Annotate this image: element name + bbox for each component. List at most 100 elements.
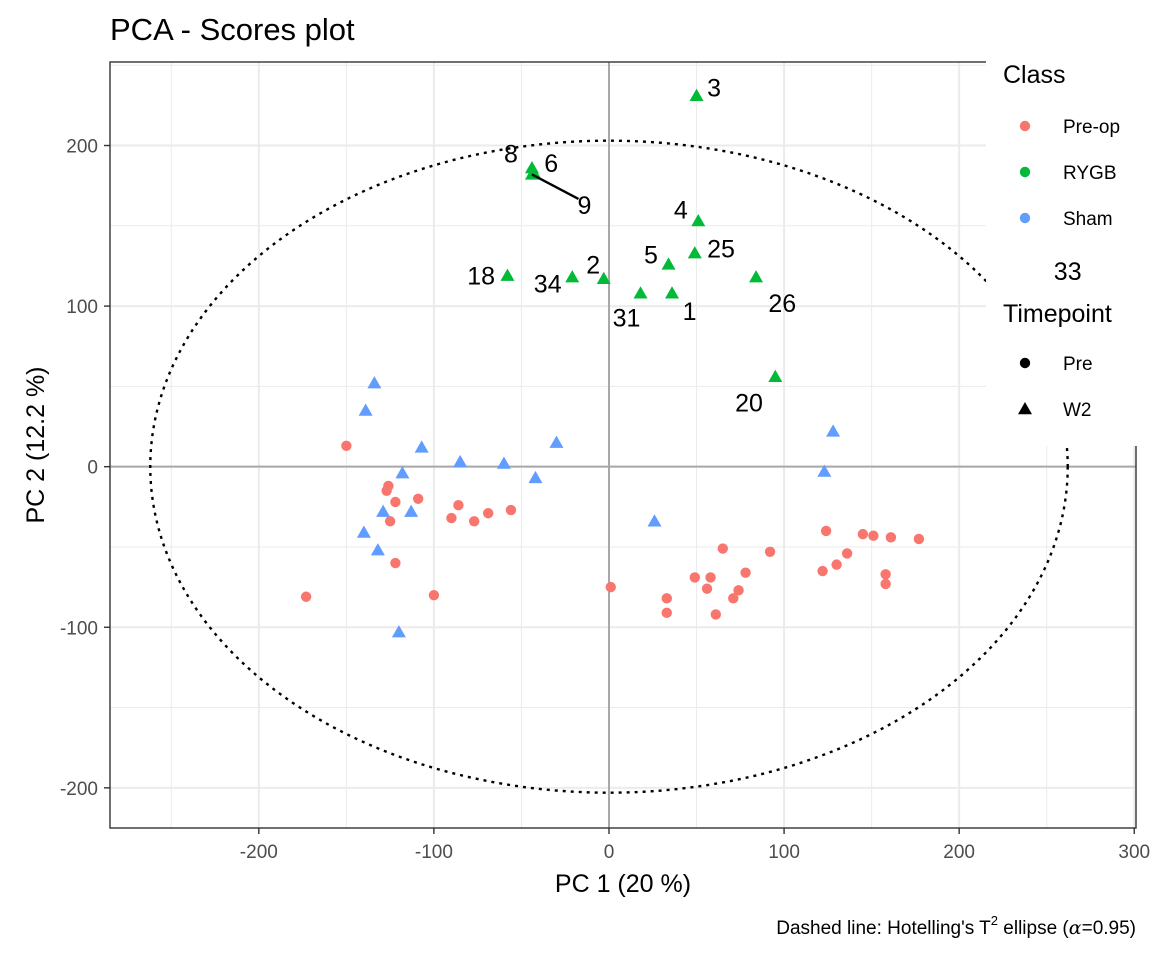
x-tick-label: -200 xyxy=(240,842,278,863)
plot-panel xyxy=(110,62,1136,828)
point-pre-op xyxy=(841,548,853,559)
y-tick-label: -200 xyxy=(60,779,98,800)
point-sham xyxy=(528,470,543,484)
legend-class-label: Pre-op xyxy=(1063,117,1120,138)
point-pre-op xyxy=(381,485,392,496)
point-pre-op xyxy=(505,504,517,516)
point-rygb xyxy=(565,270,580,283)
chart-caption: Dashed line: Hotelling's T2 ellipse (α=0… xyxy=(776,913,1136,939)
point-pre-op xyxy=(880,578,891,590)
legend-background xyxy=(986,56,1152,446)
legend-key-sham xyxy=(1019,212,1031,224)
caption-suffix: =0.95) xyxy=(1082,918,1136,939)
point-sham xyxy=(404,504,419,517)
y-tick-label: -100 xyxy=(60,618,98,639)
x-tick-label: 200 xyxy=(943,842,975,863)
y-tick-label: 0 xyxy=(87,458,98,479)
point-sham xyxy=(817,464,832,477)
legend-class-entries: Pre-op RYGB Sham xyxy=(1019,117,1120,230)
point-pre-op xyxy=(412,493,424,504)
x-tick-label: -100 xyxy=(415,842,453,863)
point-pre-op xyxy=(390,496,401,508)
point-sham xyxy=(395,466,410,479)
point-sham xyxy=(391,625,406,638)
point-pre-op xyxy=(428,589,440,601)
chart-title: PCA - Scores plot xyxy=(110,12,355,47)
point-sham xyxy=(356,525,371,538)
point-pre-op xyxy=(831,559,842,570)
point-pre-op xyxy=(661,593,672,604)
x-tick-label: 100 xyxy=(768,842,800,863)
y-tick-label: 200 xyxy=(66,137,98,158)
x-tick-label: 300 xyxy=(1118,842,1150,863)
point-label: 8 xyxy=(504,141,518,169)
y-axis-label: PC 2 (12.2 %) xyxy=(22,366,50,523)
point-pre-op xyxy=(710,609,721,620)
point-pre-op xyxy=(482,508,494,519)
caption-middle: ellipse ( xyxy=(998,918,1069,939)
caption-alpha: α xyxy=(1069,917,1082,939)
point-rygb xyxy=(749,270,764,283)
point-pre-op xyxy=(453,500,464,511)
point-sham xyxy=(370,543,385,556)
point-pre-op xyxy=(341,440,352,452)
point-rygb xyxy=(661,257,676,270)
point-label: 26 xyxy=(768,290,796,318)
point-pre-op xyxy=(728,593,739,604)
point-pre-op xyxy=(300,591,312,602)
point-sham xyxy=(826,424,841,437)
point-rygb xyxy=(768,369,783,383)
legend-timepoint-entries: Pre W2 xyxy=(1018,354,1093,421)
point-pre-op xyxy=(390,557,401,569)
point-label: 34 xyxy=(534,271,562,299)
point-label: 9 xyxy=(578,192,592,220)
point-pre-op xyxy=(661,607,672,619)
point-label: 31 xyxy=(613,304,641,332)
point-sham xyxy=(376,504,391,517)
point-pre-op xyxy=(446,512,457,524)
point-label: 33 xyxy=(1054,258,1082,286)
point-label: 18 xyxy=(467,263,495,291)
x-axis-ticks: -200 -100 0 100 200 300 xyxy=(240,828,1150,863)
point-sham xyxy=(549,435,564,448)
point-rygb xyxy=(633,286,648,299)
x-axis-label: PC 1 (20 %) xyxy=(555,870,691,898)
point-sham xyxy=(647,514,662,527)
label-leader-line xyxy=(531,173,580,200)
legend-class-label: RYGB xyxy=(1063,163,1117,184)
point-rygb xyxy=(687,246,702,259)
data-points xyxy=(300,88,925,638)
x-tick-label: 0 xyxy=(604,842,615,863)
legend-key-rygb xyxy=(1019,166,1031,178)
point-pre-op xyxy=(913,533,925,545)
point-pre-op xyxy=(717,543,728,554)
point-pre-op xyxy=(740,567,751,578)
point-pre-op xyxy=(689,572,700,583)
legend-key-pre xyxy=(1019,357,1031,369)
point-sham xyxy=(367,376,382,389)
point-sham xyxy=(414,440,429,453)
legend-timepoint-label: W2 xyxy=(1063,400,1092,421)
point-pre-op xyxy=(733,585,744,596)
point-pre-op xyxy=(605,581,616,593)
point-sham xyxy=(496,456,511,469)
point-sham xyxy=(453,454,468,468)
point-rygb xyxy=(689,88,704,101)
point-label: 1 xyxy=(683,298,697,326)
point-rygb xyxy=(500,268,515,281)
zero-lines xyxy=(110,62,1136,828)
point-pre-op xyxy=(880,569,891,580)
caption-superscript: 2 xyxy=(991,913,998,928)
point-rygb xyxy=(691,213,706,227)
legend-key-pre-op xyxy=(1019,120,1031,132)
point-pre-op xyxy=(820,525,832,537)
legend-key-w2 xyxy=(1018,402,1032,415)
point-label: 25 xyxy=(707,235,735,263)
hotelling-ellipse xyxy=(149,139,1069,794)
caption-prefix: Dashed line: Hotelling's T xyxy=(776,918,991,939)
point-label: 20 xyxy=(735,389,763,417)
legend-class-title: Class xyxy=(1003,61,1066,89)
point-pre-op xyxy=(868,530,879,541)
point-pre-op xyxy=(817,565,828,577)
